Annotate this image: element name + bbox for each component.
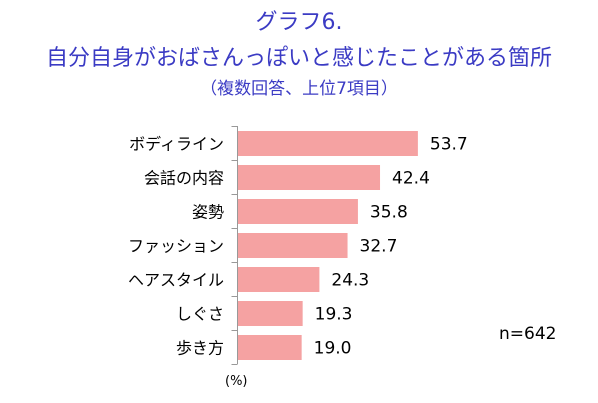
value-label: 24.3: [331, 271, 369, 291]
bar-4: [238, 233, 348, 258]
value-label: 32.7: [360, 237, 398, 257]
category-label: 姿勢: [192, 203, 224, 222]
bar-3: [238, 199, 358, 224]
bar-6: [238, 301, 303, 326]
value-label: 53.7: [430, 135, 468, 155]
chart-title-label: グラフ6.: [255, 10, 343, 35]
category-label: しぐさ: [176, 305, 224, 324]
value-label: 35.8: [370, 203, 408, 223]
bar-5: [238, 267, 320, 292]
bar-2: [238, 165, 381, 190]
chart-subtitle: （複数回答、上位7項目）: [200, 79, 398, 99]
bar-7: [238, 335, 302, 360]
category-label: 歩き方: [176, 339, 224, 358]
category-label: 会話の内容: [144, 169, 224, 188]
bar-1: [238, 131, 418, 156]
category-label: ヘアスタイル: [128, 271, 224, 290]
labels-group: ボディライン 53.7 会話の内容 42.4 姿勢 35.8 ファッション 32.7 ヘアスタイ…: [128, 135, 468, 359]
sample-size-label: n=642: [499, 324, 556, 344]
value-label: 42.4: [392, 169, 430, 189]
value-label: 19.3: [315, 305, 353, 325]
value-label: 19.0: [314, 339, 352, 359]
bars-group: [238, 131, 418, 360]
chart-title: 自分自身がおばさんっぽいと感じたことがある箇所: [45, 46, 552, 71]
axis-group: [231, 126, 238, 365]
unit-label: (%): [225, 374, 248, 389]
category-label: ボディライン: [129, 135, 224, 154]
category-label: ファッション: [128, 237, 224, 256]
